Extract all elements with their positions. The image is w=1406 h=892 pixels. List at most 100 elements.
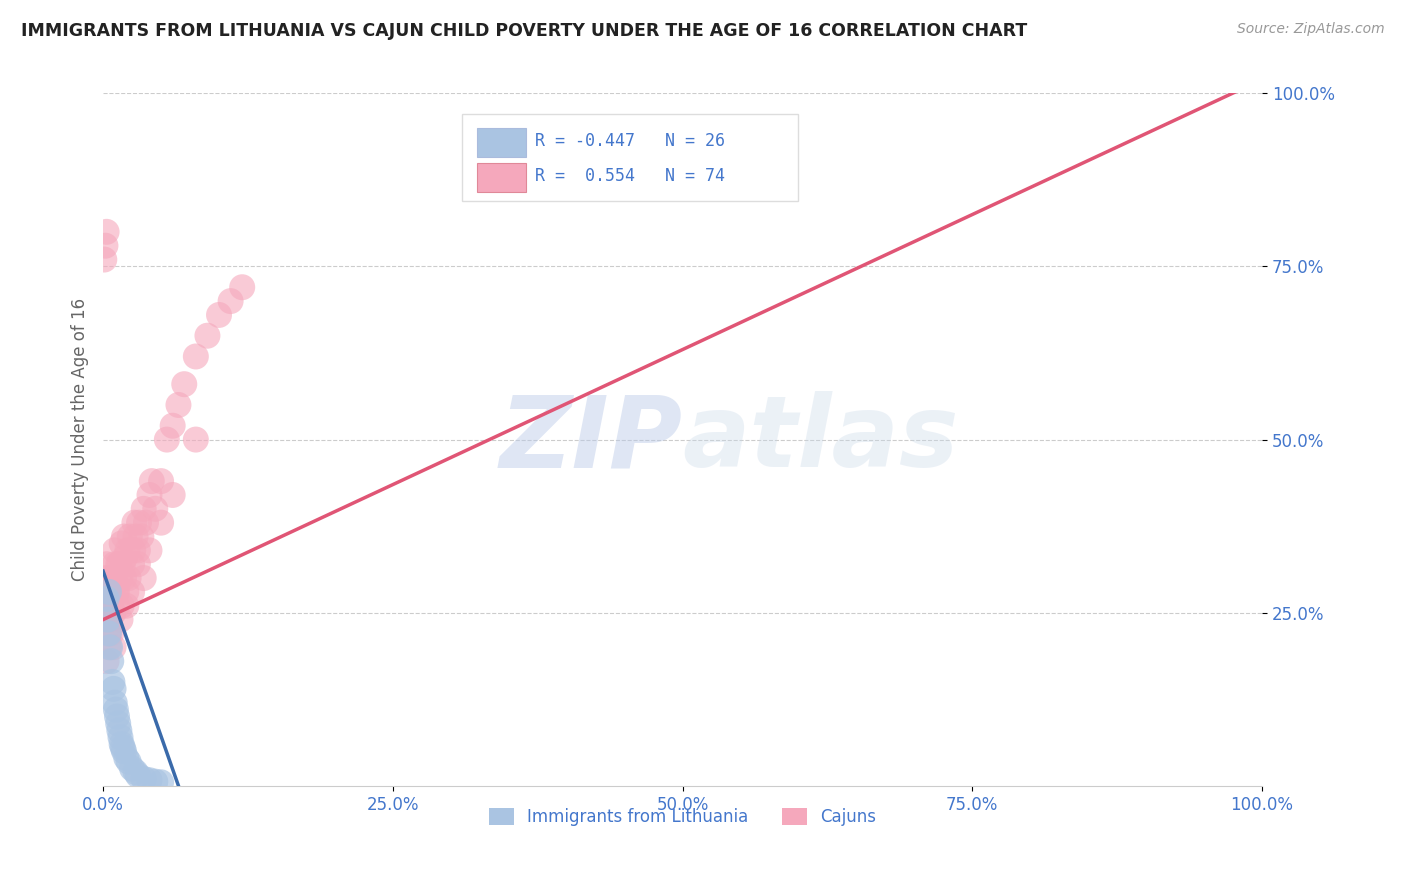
- Point: [97, 626, 120, 640]
- Point: [108, 558, 131, 572]
- Point: [104, 703, 127, 717]
- Point: [115, 751, 138, 765]
- FancyBboxPatch shape: [478, 128, 526, 157]
- Point: [101, 585, 124, 599]
- Point: [128, 516, 150, 530]
- Text: atlas: atlas: [682, 391, 959, 488]
- Point: [98, 585, 121, 599]
- Point: [162, 488, 184, 502]
- Point: [93, 571, 115, 585]
- Point: [132, 571, 155, 585]
- Point: [104, 696, 127, 710]
- Point: [110, 571, 132, 585]
- Point: [141, 474, 163, 488]
- Point: [117, 755, 139, 769]
- Point: [93, 252, 115, 267]
- Point: [132, 772, 155, 786]
- Point: [105, 599, 128, 613]
- Point: [127, 558, 149, 572]
- Point: [122, 543, 145, 558]
- Point: [231, 280, 253, 294]
- Text: R =  0.554   N = 74: R = 0.554 N = 74: [536, 167, 725, 185]
- Point: [97, 626, 120, 640]
- Point: [111, 558, 134, 572]
- Point: [96, 225, 118, 239]
- Point: [110, 731, 132, 745]
- Point: [197, 328, 219, 343]
- Legend: Immigrants from Lithuania, Cajuns: Immigrants from Lithuania, Cajuns: [482, 801, 883, 833]
- Point: [96, 654, 118, 668]
- Point: [150, 516, 173, 530]
- Point: [98, 613, 121, 627]
- Point: [167, 398, 190, 412]
- Point: [108, 723, 131, 738]
- Point: [104, 571, 127, 585]
- Point: [94, 585, 117, 599]
- Text: Source: ZipAtlas.com: Source: ZipAtlas.com: [1237, 22, 1385, 37]
- Point: [127, 543, 149, 558]
- Point: [173, 377, 195, 392]
- Point: [111, 737, 134, 751]
- Point: [124, 764, 146, 779]
- Point: [132, 501, 155, 516]
- Point: [138, 488, 160, 502]
- Point: [131, 529, 153, 543]
- Point: [127, 768, 149, 782]
- Point: [97, 613, 120, 627]
- Point: [115, 585, 138, 599]
- Point: [97, 571, 120, 585]
- FancyBboxPatch shape: [478, 162, 526, 192]
- Point: [100, 599, 122, 613]
- Point: [118, 529, 141, 543]
- Point: [105, 709, 128, 723]
- Point: [103, 606, 125, 620]
- Point: [97, 599, 120, 613]
- Point: [100, 599, 122, 613]
- Point: [100, 626, 122, 640]
- Point: [150, 775, 173, 789]
- Point: [103, 571, 125, 585]
- Point: [115, 599, 138, 613]
- Point: [107, 558, 129, 572]
- Point: [107, 716, 129, 731]
- Point: [104, 558, 127, 572]
- Point: [184, 433, 207, 447]
- Point: [100, 654, 122, 668]
- Point: [111, 740, 134, 755]
- Point: [94, 238, 117, 252]
- Point: [112, 744, 135, 758]
- FancyBboxPatch shape: [463, 114, 799, 201]
- Point: [103, 681, 125, 696]
- Point: [101, 674, 124, 689]
- Point: [219, 294, 242, 309]
- Point: [121, 585, 143, 599]
- Point: [143, 774, 166, 789]
- Text: IMMIGRANTS FROM LITHUANIA VS CAJUN CHILD POVERTY UNDER THE AGE OF 16 CORRELATION: IMMIGRANTS FROM LITHUANIA VS CAJUN CHILD…: [21, 22, 1028, 40]
- Point: [103, 640, 125, 655]
- Point: [110, 613, 132, 627]
- Y-axis label: Child Poverty Under the Age of 16: Child Poverty Under the Age of 16: [72, 298, 89, 581]
- Point: [117, 543, 139, 558]
- Point: [104, 585, 127, 599]
- Point: [121, 762, 143, 776]
- Point: [97, 640, 120, 655]
- Point: [98, 640, 121, 655]
- Point: [138, 773, 160, 788]
- Point: [121, 558, 143, 572]
- Text: ZIP: ZIP: [499, 391, 682, 488]
- Point: [138, 543, 160, 558]
- Point: [108, 571, 131, 585]
- Point: [104, 543, 127, 558]
- Point: [105, 585, 128, 599]
- Text: R = -0.447   N = 26: R = -0.447 N = 26: [536, 132, 725, 150]
- Point: [143, 501, 166, 516]
- Point: [97, 585, 120, 599]
- Point: [96, 558, 118, 572]
- Point: [162, 418, 184, 433]
- Point: [96, 591, 118, 606]
- Point: [208, 308, 231, 322]
- Point: [111, 599, 134, 613]
- Point: [112, 571, 135, 585]
- Point: [124, 529, 146, 543]
- Point: [135, 516, 157, 530]
